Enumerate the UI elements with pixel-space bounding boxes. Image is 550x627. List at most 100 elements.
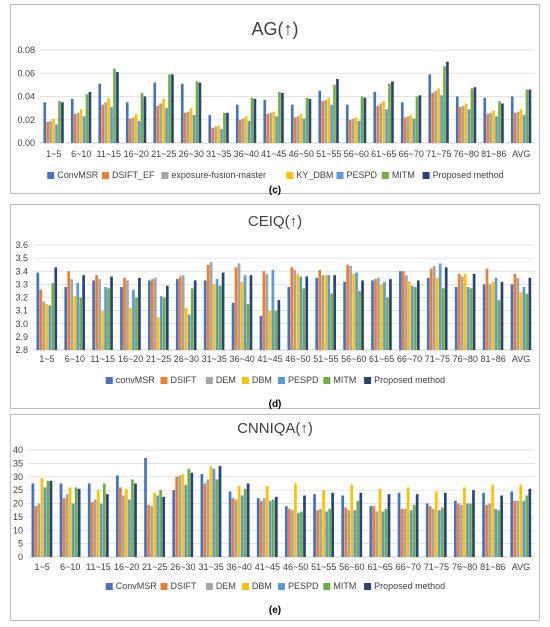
bar-proposed-method-5 bbox=[165, 285, 169, 350]
bar-pespd-11 bbox=[325, 511, 328, 557]
bar-pespd-2 bbox=[82, 116, 86, 143]
legend: convMSR DSIFT DEM DBM PESPD MITM Proposed meth… bbox=[105, 375, 445, 385]
x-tick-label: 21~25 bbox=[146, 354, 171, 364]
bar-convmsr-9 bbox=[256, 498, 260, 557]
bar-convmsr-15 bbox=[428, 74, 432, 143]
bar-proposed-method-14 bbox=[418, 95, 422, 143]
bar-dem-8 bbox=[237, 263, 241, 350]
bar-proposed-method-14 bbox=[415, 494, 419, 557]
bar-pespd-14 bbox=[409, 510, 413, 557]
x-tick-label: 46~50 bbox=[285, 354, 310, 364]
legend-label: exposure-fusion-master bbox=[171, 170, 266, 180]
bar-pespd-12 bbox=[357, 120, 361, 143]
bar-dsift-ef-1 bbox=[46, 122, 50, 143]
bar-dem-3 bbox=[98, 279, 101, 350]
bar-mitm-11 bbox=[330, 293, 334, 350]
chart-title: AG(↑) bbox=[252, 19, 299, 39]
bar-dbm-12 bbox=[350, 484, 354, 557]
bar-dem-15 bbox=[432, 266, 436, 350]
bar-convmsr-9 bbox=[259, 315, 263, 350]
legend-swatch bbox=[47, 172, 55, 179]
legend-label: convMSR bbox=[116, 375, 156, 385]
bar-dem-5 bbox=[150, 506, 153, 557]
bar-proposed-method-12 bbox=[361, 280, 364, 350]
x-tick-label: 36~40 bbox=[227, 562, 252, 572]
bar-dsift-4 bbox=[123, 277, 126, 350]
bar-dbm-15 bbox=[435, 277, 439, 350]
bar-pespd-1 bbox=[55, 124, 58, 143]
y-tick-label: 0.06 bbox=[17, 68, 35, 78]
bar-convmsr-12 bbox=[343, 281, 346, 350]
bar-dsift-ef-18 bbox=[513, 112, 517, 143]
bar-mitm-3 bbox=[107, 288, 110, 350]
bar-exposure-fusion-master-12 bbox=[351, 118, 355, 143]
bar-convmsr-14 bbox=[399, 271, 402, 350]
bar-proposed-method-9 bbox=[277, 300, 281, 350]
bar-pespd-8 bbox=[243, 275, 247, 350]
bar-dbm-4 bbox=[125, 488, 128, 557]
bar-dem-16 bbox=[460, 276, 464, 350]
bar-dbm-16 bbox=[463, 487, 466, 557]
bar-exposure-fusion-master-3 bbox=[104, 102, 107, 143]
bar-exposure-fusion-master-17 bbox=[489, 112, 492, 143]
bar-dem-10 bbox=[293, 269, 297, 350]
bar-mitm-4 bbox=[131, 479, 134, 557]
x-tick-label: 36~40 bbox=[234, 149, 259, 159]
bar-dem-1 bbox=[42, 301, 46, 350]
bar-dsift-7 bbox=[206, 264, 210, 350]
bar-dbm-2 bbox=[68, 487, 72, 557]
bar-dbm-2 bbox=[73, 296, 77, 350]
legend-label: ConvMSR bbox=[57, 170, 99, 180]
bar-proposed-method-11 bbox=[333, 275, 336, 350]
x-tick-label: 31~35 bbox=[206, 149, 231, 159]
bar-mitm-1 bbox=[51, 283, 55, 350]
bar-mitm-15 bbox=[441, 288, 445, 350]
bar-mitm-16 bbox=[470, 88, 474, 143]
bar-proposed-method-3 bbox=[110, 276, 113, 350]
bar-mitm-10 bbox=[302, 288, 306, 350]
bar-dem-3 bbox=[93, 499, 97, 557]
bar-exposure-fusion-master-7 bbox=[214, 126, 217, 143]
legend-swatch bbox=[241, 583, 249, 590]
bar-proposed-method-4 bbox=[138, 277, 141, 350]
bar-dbm-13 bbox=[380, 284, 383, 350]
y-tick-label: 20 bbox=[13, 499, 23, 509]
bar-dbm-7 bbox=[212, 284, 216, 350]
legend-swatch bbox=[160, 377, 168, 384]
legend-swatch bbox=[286, 172, 294, 179]
y-tick-label: 0.08 bbox=[17, 45, 35, 55]
bar-dem-12 bbox=[347, 510, 351, 557]
bar-dbm-1 bbox=[45, 304, 49, 350]
bar-ky-dbm-18 bbox=[519, 109, 523, 143]
bar-pespd-15 bbox=[440, 95, 443, 143]
bar-exposure-fusion-master-5 bbox=[159, 103, 162, 143]
bar-dsift-10 bbox=[290, 267, 294, 350]
bar-convmsr-8 bbox=[231, 302, 235, 350]
bar-mitm-1 bbox=[46, 480, 50, 557]
bar-convmsr-8 bbox=[235, 104, 239, 143]
y-tick-label: 0.04 bbox=[17, 92, 35, 102]
bar-dbm-1 bbox=[40, 478, 44, 557]
bar-mitm-3 bbox=[102, 483, 106, 557]
bar-pespd-7 bbox=[220, 129, 223, 143]
bar-dem-12 bbox=[349, 266, 352, 350]
bar-dem-5 bbox=[154, 277, 157, 350]
legend-label: ConvMSR bbox=[116, 581, 158, 591]
y-tick-label: 0 bbox=[18, 552, 23, 562]
bar-pespd-12 bbox=[355, 272, 358, 350]
bar-proposed-method-15 bbox=[444, 267, 448, 350]
bar-convmsr-9 bbox=[263, 99, 267, 143]
bar-pespd-16 bbox=[466, 503, 469, 557]
bar-ky-dbm-8 bbox=[244, 116, 248, 143]
y-tick-label: 2.8 bbox=[15, 345, 28, 355]
bar-pespd-17 bbox=[494, 277, 498, 350]
bar-proposed-method-7 bbox=[221, 272, 225, 350]
x-tick-label: 46~50 bbox=[289, 149, 314, 159]
bar-ky-dbm-4 bbox=[134, 113, 138, 143]
bar-pespd-12 bbox=[353, 510, 357, 557]
bar-proposed-method-2 bbox=[88, 91, 92, 143]
bar-mitm-2 bbox=[74, 487, 78, 557]
chart-title: CEIQ(↑) bbox=[248, 213, 302, 230]
bar-mitm-12 bbox=[356, 500, 360, 557]
bar-mitm-11 bbox=[333, 84, 336, 143]
